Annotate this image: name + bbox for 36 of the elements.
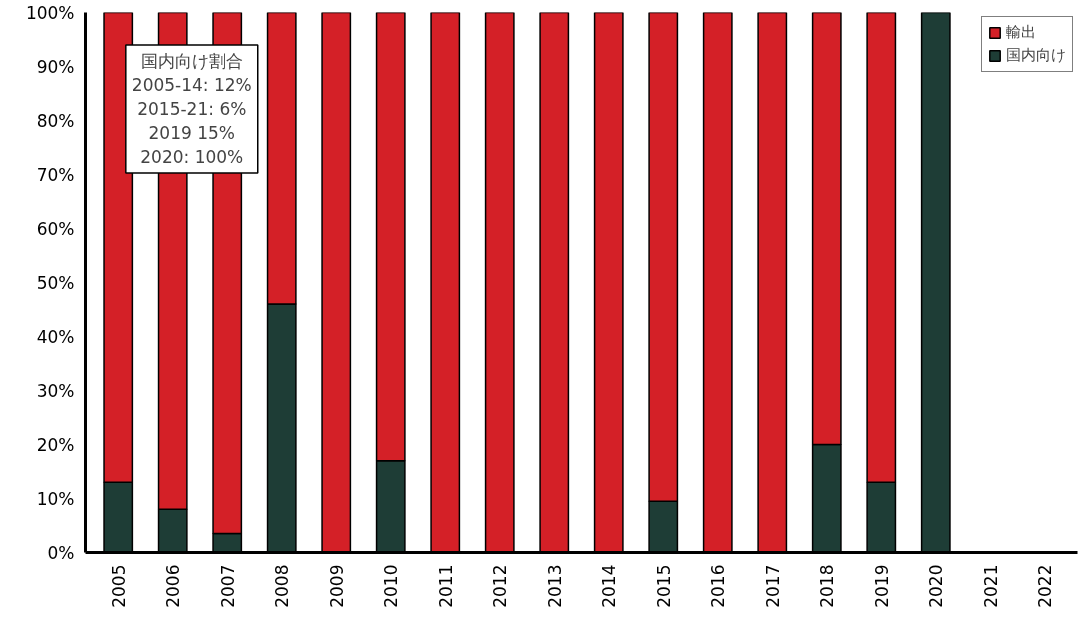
y-tick-label: 100% [25,2,75,23]
x-tick-label: 2006 [163,564,184,608]
x-tick-label: 2005 [108,564,129,608]
annotation: 2020: 100% [140,146,244,167]
x-tick-label: 2021 [980,564,1001,608]
legend-label: 輸出 [1006,23,1036,42]
y-tick-label: 20% [36,434,75,455]
y-tick-label: 50% [36,272,75,293]
y-tick-label: 60% [36,218,75,239]
x-tick-label: 2009 [326,564,347,608]
y-tick-label: 0% [47,542,75,563]
x-tick-label: 2018 [817,564,838,608]
x-tick-label: 2013 [544,564,565,608]
x-tick-label: 2007 [217,564,238,608]
annotation: 国内向け割合 [140,50,243,71]
x-tick-label: 2019 [871,564,892,608]
x-tick-label: 2015 [653,564,674,608]
y-tick-label: 40% [36,326,75,347]
x-tick-label: 2016 [708,564,729,608]
annotation: 2019 15% [148,122,236,143]
y-tick-label: 30% [36,380,75,401]
y-tick-label: 80% [36,110,75,131]
annotation: 2005-14: 12% [131,74,252,95]
legend-label: 国内向け [1006,46,1066,65]
y-tick-label: 70% [36,164,75,185]
x-tick-label: 2010 [381,564,402,608]
y-tick-label: 10% [36,488,75,509]
x-tick-label: 2017 [762,564,783,608]
x-tick-label: 2020 [926,564,947,608]
x-tick-label: 2012 [490,564,511,608]
x-tick-label: 2022 [1035,564,1056,608]
x-tick-label: 2014 [599,564,620,608]
x-tick-label: 2008 [272,564,293,608]
annotation: 2015-21: 6% [137,98,247,119]
y-tick-label: 90% [36,56,75,77]
x-tick-label: 2011 [435,564,456,608]
